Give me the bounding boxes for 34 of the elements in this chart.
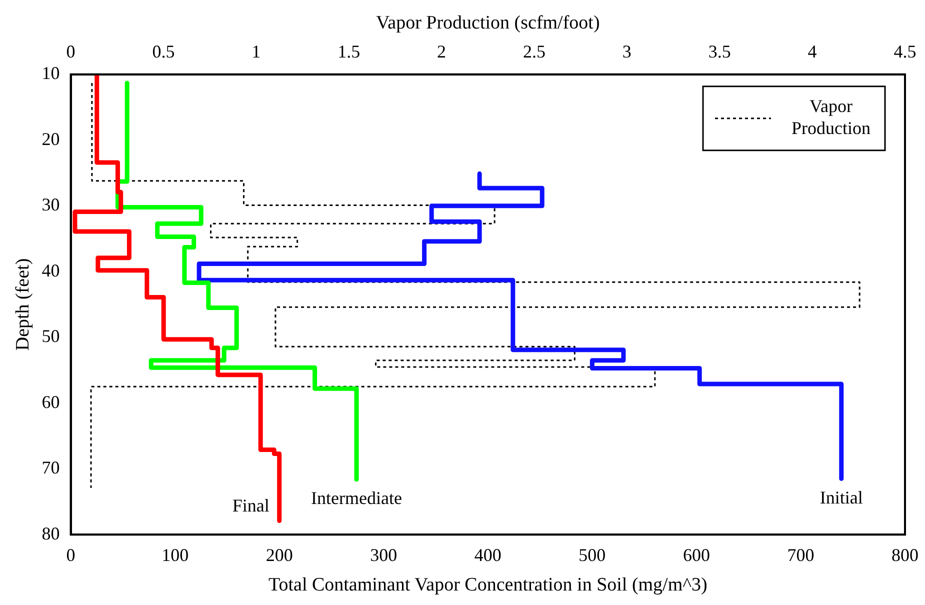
y-axis-title: Depth (feet) [12,258,34,351]
x-tick-label: 500 [578,545,606,566]
x-tick-label: 100 [162,545,189,566]
y-tick-label: 80 [42,523,60,544]
series-label: Final [232,495,270,516]
x-tick-label: 600 [682,545,710,566]
x-axis-title: Total Contaminant Vapor Concentration in Soil (mg/m^3) [268,574,708,596]
x2-tick-label: 3.5 [708,41,731,62]
x2-tick-label: 0.5 [152,41,175,62]
x2-axis-title: Vapor Production (scfm/foot) [376,12,600,34]
x-tick-label: 800 [892,545,918,566]
x-tick-label: 300 [370,545,398,566]
series-label: Intermediate [311,488,402,508]
legend-label: Vapor Production [792,96,870,138]
y-tick-label: 20 [42,128,60,149]
x2-tick-label: 1 [252,41,261,62]
x-tick-label: 0 [66,545,76,566]
x2-tick-label: 1.5 [338,41,360,62]
x2-tick-label: 4.5 [894,41,916,62]
y-tick-label: 50 [42,326,60,346]
x2-tick-label: 3 [622,41,632,62]
x2-tick-label: 4 [808,41,817,62]
x-tick-label: 700 [787,545,814,566]
x-tick-label: 200 [266,545,293,566]
y-tick-label: 40 [42,260,60,280]
y-tick-label: 70 [42,458,60,478]
x2-tick-label: 2 [437,41,446,62]
x2-tick-label: 2.5 [522,41,546,62]
y-tick-label: 10 [42,63,60,84]
series-label: Initial [820,487,863,508]
y-tick-label: 30 [42,194,60,215]
x-tick-label: 400 [474,545,502,566]
x2-tick-label: 0 [66,41,76,62]
y-tick-label: 60 [42,392,60,412]
